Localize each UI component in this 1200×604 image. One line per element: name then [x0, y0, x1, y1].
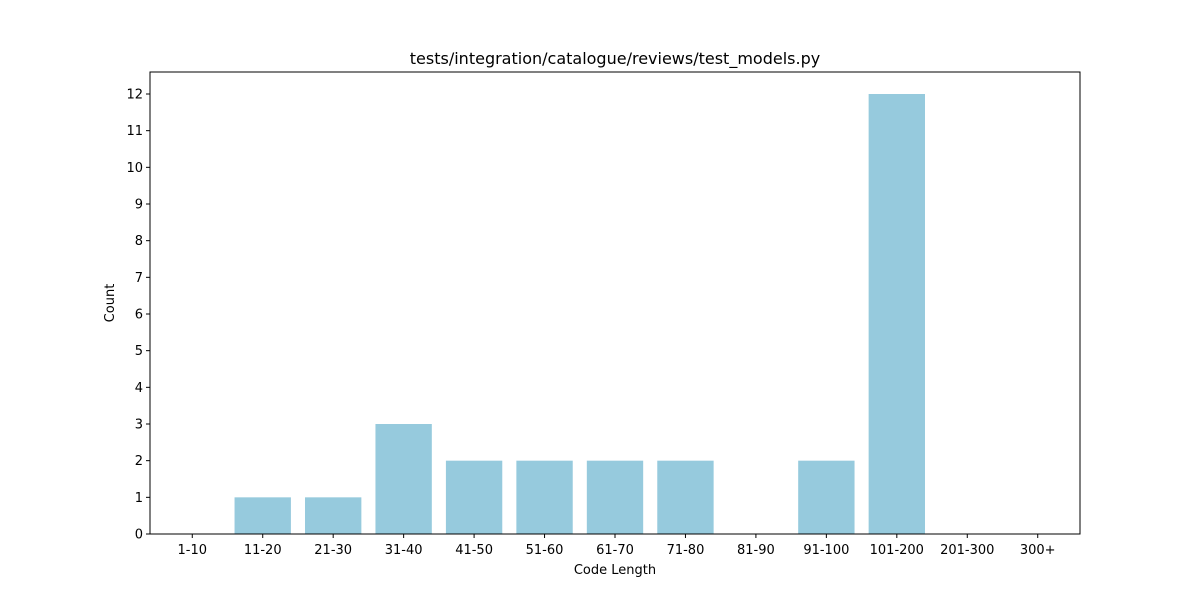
x-tick-label: 201-300 [940, 543, 994, 558]
bar-71-80 [657, 460, 714, 534]
y-tick-label: 5 [135, 344, 143, 359]
y-tick-label: 4 [135, 381, 143, 396]
bar-21-30 [305, 497, 362, 534]
y-tick-label: 6 [135, 308, 143, 323]
x-tick-label: 71-80 [667, 543, 705, 558]
x-tick-label: 81-90 [737, 543, 775, 558]
x-tick-label: 21-30 [314, 543, 352, 558]
chart-title: tests/integration/catalogue/reviews/test… [410, 49, 820, 69]
y-tick-label: 3 [135, 418, 143, 433]
bars-group [234, 94, 925, 534]
x-tick-label: 1-10 [178, 543, 208, 558]
x-tick-label: 31-40 [385, 543, 423, 558]
y-tick-label: 11 [126, 124, 143, 139]
y-tick-label: 7 [135, 271, 143, 286]
bar-91-100 [798, 460, 855, 534]
bar-101-200 [868, 94, 925, 534]
x-tick-label: 91-100 [803, 543, 849, 558]
y-tick-label: 10 [126, 161, 143, 176]
x-tick-label: 11-20 [244, 543, 282, 558]
y-tick-label: 8 [135, 234, 143, 249]
y-tick-label: 2 [135, 454, 143, 469]
bar-61-70 [586, 460, 644, 534]
y-axis-title: Count [103, 284, 118, 323]
x-tick-label: 41-50 [455, 543, 493, 558]
y-tick-label: 9 [135, 198, 143, 213]
bar-31-40 [375, 424, 432, 534]
x-axis-title: Code Length [574, 563, 656, 578]
y-tick-label: 0 [135, 528, 143, 543]
x-tick-label: 300+ [1020, 543, 1056, 558]
bar-41-50 [445, 460, 503, 534]
y-tick-label: 12 [126, 88, 143, 103]
bar-11-20 [234, 497, 291, 534]
bar-51-60 [516, 460, 573, 534]
x-axis-ticks: 1-10 11-20 21-30 31-40 41-50 51-60 61-70 71-80 8… [178, 534, 1056, 558]
plot-area-frame [149, 71, 1081, 535]
x-tick-label: 101-200 [870, 543, 924, 558]
y-tick-label: 1 [135, 491, 143, 506]
x-tick-label: 51-60 [526, 543, 564, 558]
x-tick-label: 61-70 [596, 543, 634, 558]
